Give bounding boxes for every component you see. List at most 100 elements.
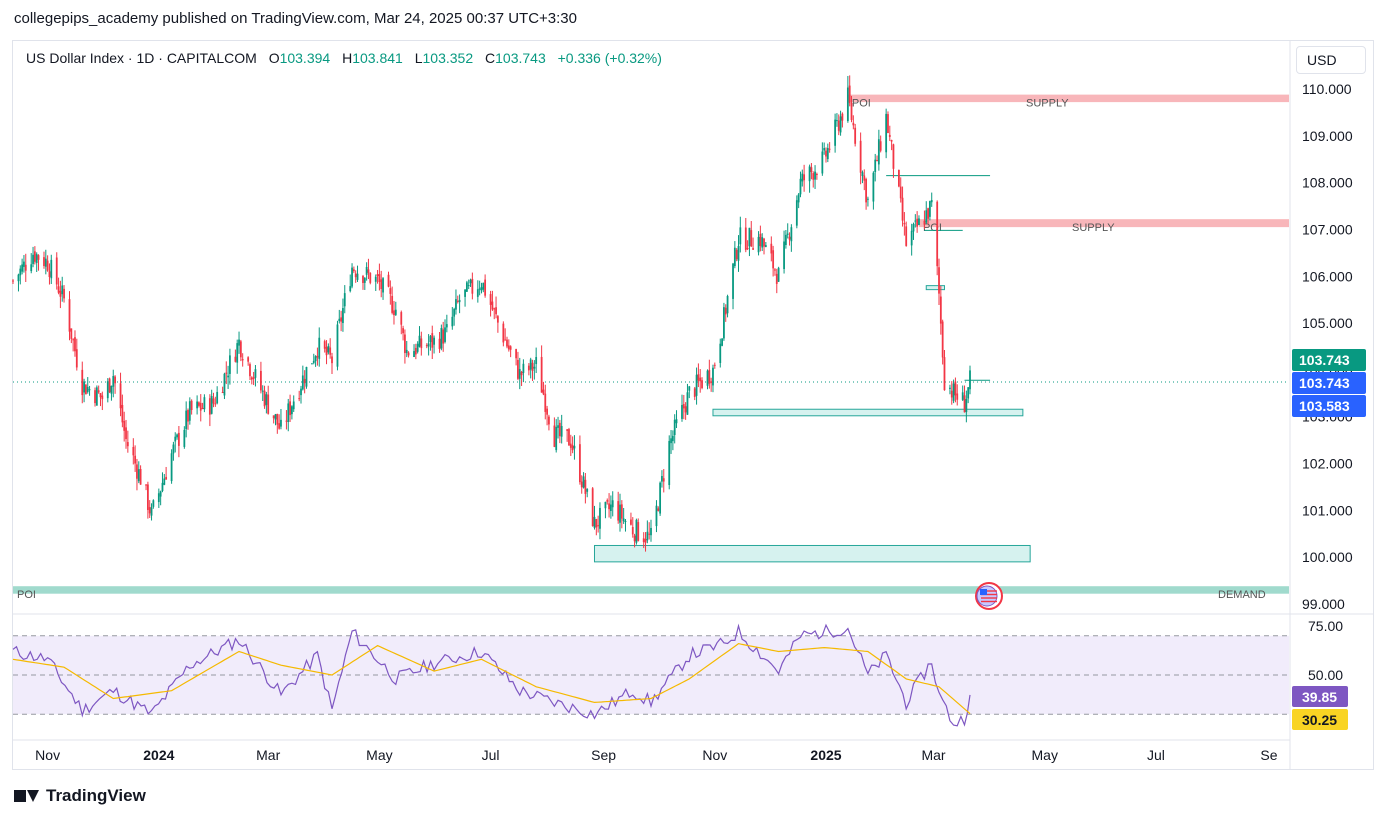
candle-body[interactable]	[210, 396, 213, 414]
candle-body[interactable]	[584, 479, 587, 494]
candle-body[interactable]	[739, 227, 742, 245]
candle-body[interactable]	[323, 341, 326, 349]
candle-body[interactable]	[376, 274, 379, 276]
candle-body[interactable]	[161, 482, 164, 491]
candle-body[interactable]	[815, 173, 818, 175]
candle-body[interactable]	[413, 351, 415, 358]
candle-body[interactable]	[227, 375, 229, 378]
candle-body[interactable]	[848, 85, 851, 104]
candle-body[interactable]	[784, 234, 787, 245]
candle-body[interactable]	[389, 288, 392, 294]
candle-body[interactable]	[250, 377, 253, 380]
candle-body[interactable]	[548, 416, 550, 425]
candle-body[interactable]	[185, 410, 188, 430]
candle-body[interactable]	[642, 538, 645, 543]
candle-body[interactable]	[134, 455, 137, 464]
candle-body[interactable]	[580, 481, 583, 488]
candle-body[interactable]	[759, 233, 762, 247]
candle-body[interactable]	[400, 312, 403, 325]
candle-body[interactable]	[619, 504, 621, 523]
candle-body[interactable]	[927, 208, 929, 219]
candle-body[interactable]	[697, 374, 700, 381]
candle-body[interactable]	[260, 370, 262, 391]
candle-body[interactable]	[21, 264, 24, 272]
candle-body[interactable]	[252, 377, 255, 379]
zone-box[interactable]	[712, 408, 1024, 417]
candle-body[interactable]	[956, 393, 959, 400]
candle-body[interactable]	[318, 337, 321, 359]
candle-body[interactable]	[620, 504, 623, 519]
candle-body[interactable]	[72, 339, 75, 341]
candle-body[interactable]	[540, 356, 543, 393]
candle-body[interactable]	[582, 476, 585, 488]
candle-body[interactable]	[863, 175, 866, 181]
candle-body[interactable]	[682, 404, 685, 409]
candle-body[interactable]	[157, 493, 160, 503]
candle-body[interactable]	[223, 373, 226, 396]
candle-body[interactable]	[263, 390, 266, 407]
candle-body[interactable]	[183, 429, 186, 447]
candle-body[interactable]	[59, 290, 62, 297]
candle-body[interactable]	[808, 166, 811, 182]
candle-body[interactable]	[290, 406, 293, 415]
candle-body[interactable]	[280, 419, 282, 427]
candle-body[interactable]	[737, 246, 740, 261]
candle-body[interactable]	[57, 286, 60, 293]
candle-body[interactable]	[17, 274, 20, 282]
candle-body[interactable]	[340, 317, 343, 322]
candle-body[interactable]	[12, 280, 14, 282]
candle-body[interactable]	[159, 491, 162, 497]
candle-body[interactable]	[438, 338, 441, 349]
candle-body[interactable]	[910, 230, 913, 246]
candle-body[interactable]	[491, 301, 494, 310]
candle-body[interactable]	[216, 391, 219, 404]
candle-body[interactable]	[874, 159, 877, 173]
candle-body[interactable]	[786, 233, 789, 235]
candle-body[interactable]	[172, 444, 175, 454]
candle-body[interactable]	[190, 400, 193, 411]
candle-body[interactable]	[265, 394, 268, 405]
candle-body[interactable]	[939, 296, 942, 324]
candle-body[interactable]	[799, 178, 802, 195]
candle-body[interactable]	[276, 413, 279, 425]
candle-body[interactable]	[88, 389, 91, 391]
candle-body[interactable]	[950, 390, 953, 398]
candle-body[interactable]	[444, 327, 446, 342]
candle-body[interactable]	[203, 397, 206, 410]
candle-body[interactable]	[469, 279, 472, 284]
candle-body[interactable]	[531, 362, 534, 371]
candle-body[interactable]	[772, 250, 775, 269]
candle-body[interactable]	[380, 279, 383, 289]
candle-body[interactable]	[238, 339, 240, 346]
candle-body[interactable]	[609, 504, 612, 511]
candle-body[interactable]	[846, 87, 849, 121]
candle-body[interactable]	[693, 388, 696, 397]
candle-body[interactable]	[329, 347, 332, 355]
candle-body[interactable]	[825, 150, 827, 157]
candle-body[interactable]	[903, 222, 906, 225]
candle-body[interactable]	[119, 383, 122, 409]
candle-body[interactable]	[790, 227, 793, 242]
candle-body[interactable]	[671, 435, 674, 442]
candle-body[interactable]	[914, 220, 917, 222]
candle-body[interactable]	[529, 359, 532, 370]
candle-body[interactable]	[362, 276, 364, 283]
candle-body[interactable]	[123, 420, 126, 431]
candle-body[interactable]	[837, 120, 840, 131]
candle-body[interactable]	[630, 519, 632, 525]
candle-body[interactable]	[850, 102, 853, 120]
candle-body[interactable]	[916, 218, 919, 227]
candle-body[interactable]	[865, 179, 867, 203]
candle-body[interactable]	[635, 519, 638, 543]
currency-button[interactable]: USD	[1296, 46, 1366, 74]
candle-body[interactable]	[70, 328, 73, 339]
candle-body[interactable]	[644, 538, 647, 543]
candle-body[interactable]	[568, 429, 570, 446]
candle-body[interactable]	[814, 171, 816, 180]
candle-body[interactable]	[566, 429, 569, 431]
candle-body[interactable]	[247, 357, 250, 362]
candle-body[interactable]	[887, 114, 889, 134]
candle-body[interactable]	[684, 406, 687, 413]
candle-body[interactable]	[522, 363, 525, 373]
candle-body[interactable]	[890, 140, 893, 142]
